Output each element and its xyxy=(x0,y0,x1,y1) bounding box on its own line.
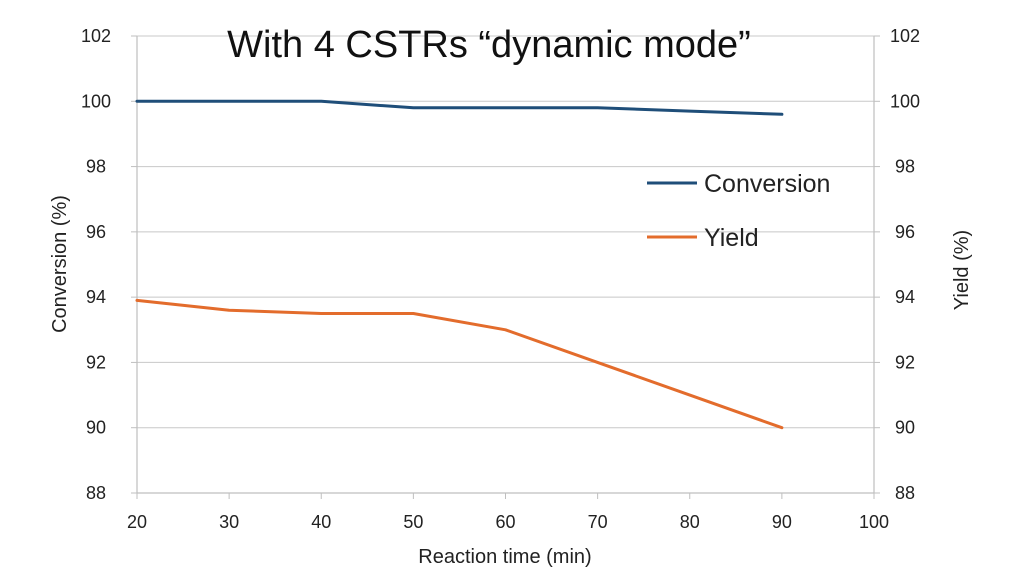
x-tick-label: 40 xyxy=(311,512,331,532)
legend-label-conversion: Conversion xyxy=(704,170,830,198)
y-axis-title: Conversion (%) xyxy=(49,195,71,333)
x-tick-label: 70 xyxy=(588,512,608,532)
legend-label-yield: Yield xyxy=(704,224,759,252)
y-tick-label: 96 xyxy=(86,222,106,242)
y-tick-label: 88 xyxy=(86,483,106,503)
y-tick-label: 90 xyxy=(86,418,106,438)
y2-tick-label: 102 xyxy=(890,26,920,46)
axes xyxy=(131,35,880,499)
y2-tick-label: 94 xyxy=(895,287,915,307)
y-tick-label: 94 xyxy=(86,287,106,307)
y2-tick-label: 88 xyxy=(895,483,915,503)
y-tick-label: 98 xyxy=(86,157,106,177)
x-tick-label: 90 xyxy=(772,512,792,532)
x-tick-label: 20 xyxy=(127,512,147,532)
chart-title: With 4 CSTRs “dynamic mode” xyxy=(227,24,751,66)
y-tick-label: 100 xyxy=(81,91,111,111)
y2-axis-title: Yield (%) xyxy=(951,230,973,310)
x-tick-label: 60 xyxy=(495,512,515,532)
x-tick-label: 100 xyxy=(859,512,889,532)
series-lines xyxy=(135,99,784,430)
x-tick-label: 80 xyxy=(680,512,700,532)
y-tick-label: 92 xyxy=(86,352,106,372)
legend: Conversion Yield xyxy=(647,170,830,252)
y2-tick-label: 100 xyxy=(890,91,920,111)
tick-labels: 88 90 92 94 96 98 100 102 88 90 92 94 96 98 100 102 20 30… xyxy=(81,26,920,532)
series-line-yield xyxy=(135,298,784,430)
gridlines xyxy=(137,35,874,494)
y2-tick-label: 96 xyxy=(895,222,915,242)
x-axis-title: Reaction time (min) xyxy=(418,546,591,568)
x-tick-label: 50 xyxy=(403,512,423,532)
y2-tick-label: 98 xyxy=(895,157,915,177)
y-tick-label: 102 xyxy=(81,26,111,46)
y2-tick-label: 90 xyxy=(895,418,915,438)
series-line-conversion xyxy=(135,99,784,116)
x-tick-label: 30 xyxy=(219,512,239,532)
y2-tick-label: 92 xyxy=(895,352,915,372)
